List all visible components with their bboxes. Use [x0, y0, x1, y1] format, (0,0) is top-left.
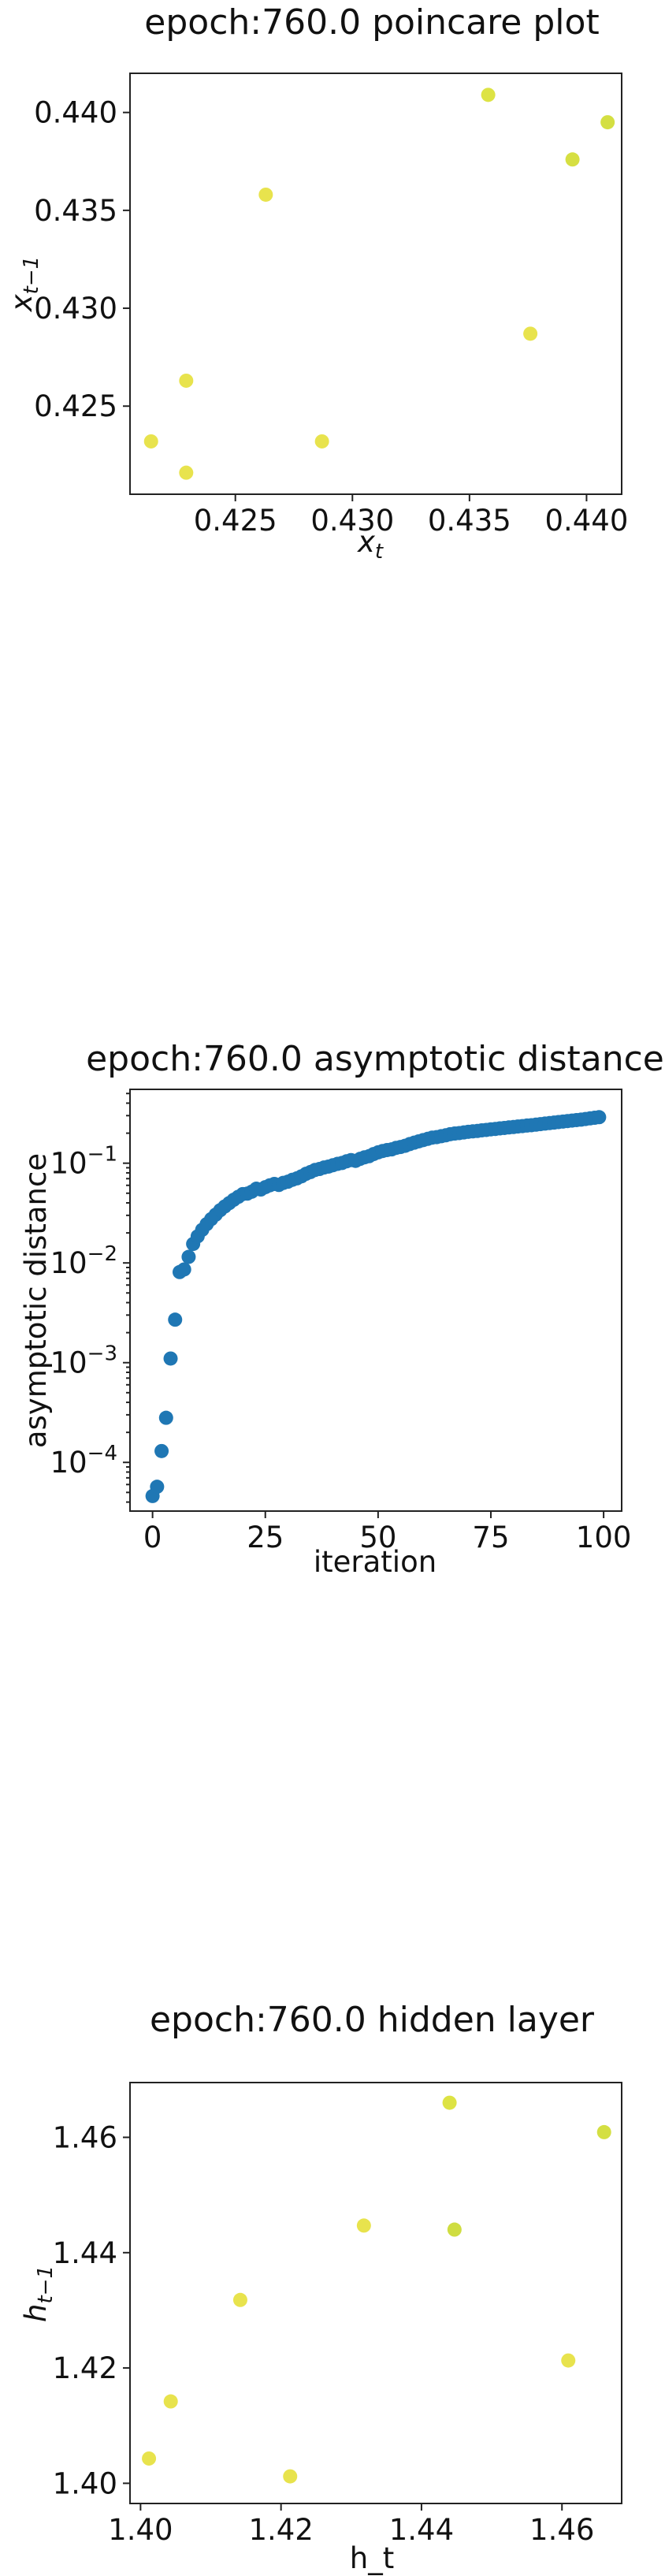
- data-point: [592, 1110, 607, 1125]
- data-point: [232, 2292, 247, 2307]
- data-point: [565, 152, 580, 167]
- data-point: [314, 434, 329, 449]
- x-tick-label: 1.42: [248, 2513, 313, 2547]
- data-point: [181, 1249, 196, 1264]
- plot-frame: [129, 2082, 622, 2504]
- data-point: [596, 2124, 611, 2139]
- chart-title: epoch:760.0 poincare plot: [144, 2, 599, 43]
- y-axis-label: xt−1: [5, 256, 43, 312]
- x-tick-label: 0.435: [428, 504, 511, 538]
- chart-title: epoch:760.0 asymptotic distance: [86, 1039, 664, 1079]
- data-point: [163, 2394, 178, 2409]
- y-tick-label: 0.425: [34, 389, 117, 423]
- y-tick-label: 10−2: [50, 1242, 117, 1280]
- data-point: [163, 1351, 178, 1366]
- data-points: [142, 2095, 611, 2484]
- y-axis-label: ht−1: [19, 2265, 58, 2322]
- x-axis-label: iteration: [314, 1545, 437, 1579]
- data-point: [481, 87, 496, 102]
- data-point: [150, 1480, 165, 1495]
- x-tick-labels: 0 25 50 75 100: [143, 1511, 632, 1554]
- x-tick-labels: 0.425 0.430 0.435 0.440: [194, 494, 628, 538]
- y-axis-label: asymptotic distance: [19, 1153, 53, 1448]
- data-point: [258, 187, 273, 202]
- y-tick-labels: 0.425 0.430 0.435 0.440: [34, 96, 130, 423]
- x-tick-label: 1.40: [108, 2513, 173, 2547]
- y-tick-label: 1.44: [53, 2236, 117, 2270]
- y-tick-label: 10−3: [50, 1342, 117, 1380]
- x-tick-label: 0.440: [544, 504, 628, 538]
- data-point: [447, 2222, 462, 2237]
- y-tick-label: 1.46: [53, 2120, 117, 2154]
- x-tick-label: 1.44: [389, 2513, 454, 2547]
- y-tick-label: 0.430: [34, 292, 117, 326]
- y-tick-label: 0.440: [34, 96, 117, 130]
- data-point: [158, 1410, 173, 1425]
- data-point: [356, 2218, 371, 2233]
- plot-frame: [129, 1089, 622, 1512]
- y-tick-labels: 10−4 10−3 10−2 10−1: [50, 1093, 130, 1503]
- x-tick-label: 1.46: [529, 2513, 594, 2547]
- x-tick-label: 0.425: [194, 504, 277, 538]
- x-tick-label: 75: [472, 1521, 509, 1554]
- x-tick-label: 50: [359, 1521, 396, 1554]
- x-tick-label: 0: [143, 1521, 162, 1554]
- y-tick-label: 1.42: [53, 2351, 117, 2385]
- data-point: [168, 1312, 183, 1327]
- chart-title: epoch:760.0 hidden layer: [150, 2000, 595, 2040]
- poincare-plot-figure: epoch:760.0 poincare plot 0.425 0.430 0.43…: [5, 2, 628, 564]
- data-point: [523, 326, 538, 341]
- x-tick-label: 25: [247, 1521, 284, 1554]
- data-point: [142, 2451, 157, 2466]
- data-point: [561, 2353, 576, 2368]
- data-point: [283, 2469, 298, 2484]
- data-point: [143, 434, 158, 449]
- data-point: [179, 465, 194, 480]
- data-point: [179, 373, 194, 388]
- x-tick-label: 0.430: [310, 504, 394, 538]
- data-points: [143, 87, 615, 480]
- y-tick-label: 10−4: [50, 1442, 117, 1480]
- y-tick-label: 0.435: [34, 194, 117, 228]
- asymptotic-distance-figure: epoch:760.0 asymptotic distance 0 25 50 75 1…: [19, 1039, 664, 1579]
- data-point: [442, 2095, 457, 2110]
- y-tick-label: 1.40: [53, 2466, 117, 2500]
- x-axis-label: xt: [357, 525, 384, 564]
- plot-frame: [129, 73, 622, 495]
- data-point: [600, 115, 615, 130]
- x-axis-label: h_t: [350, 2541, 394, 2575]
- data-point: [154, 1443, 169, 1458]
- y-tick-label: 10−1: [50, 1143, 117, 1181]
- data-points: [145, 1110, 607, 1503]
- y-tick-labels: 1.40 1.42 1.44 1.46: [53, 2120, 130, 2500]
- x-tick-label: 100: [576, 1521, 632, 1554]
- hidden-layer-figure: epoch:760.0 hidden layer 1.40 1.42 1.44 1.4…: [19, 2000, 622, 2575]
- data-point: [176, 1262, 191, 1277]
- x-tick-labels: 1.40 1.42 1.44 1.46: [108, 2503, 594, 2547]
